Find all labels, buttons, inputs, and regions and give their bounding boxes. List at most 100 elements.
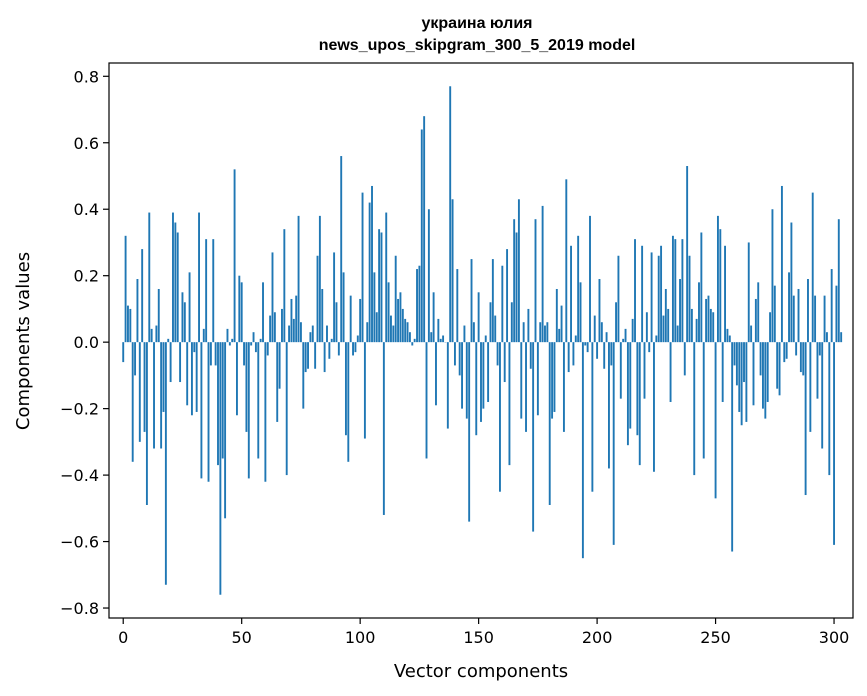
bar-161 (503, 342, 506, 383)
bar-216 (634, 239, 636, 343)
bar-27 (186, 342, 189, 406)
bar-62 (269, 315, 272, 343)
bar-137 (446, 342, 449, 429)
bar-226 (657, 255, 660, 343)
bar-167 (517, 199, 520, 343)
bar-134 (439, 338, 442, 343)
bar-198 (591, 342, 594, 492)
bar-182 (553, 342, 556, 412)
bar-233 (674, 239, 677, 343)
bar-229 (664, 288, 667, 343)
bar-285 (797, 288, 800, 343)
bar-235 (679, 279, 681, 343)
x-tick-label: 50 (232, 628, 252, 647)
bar-140 (453, 342, 456, 366)
bar-187 (565, 179, 568, 343)
bar-39 (214, 342, 217, 366)
bar-58 (259, 338, 262, 343)
bar-275 (773, 285, 776, 343)
bar-138 (449, 86, 452, 343)
bar-196 (586, 342, 589, 353)
bar-77 (304, 342, 307, 373)
bar-113 (390, 315, 392, 343)
y-axis-ticks: −0.8 −0.6 −0.4 −0.2 0.0 0.2 0.4 0.6 0.8 (60, 67, 109, 618)
bar-162 (506, 249, 509, 343)
bar-266 (752, 342, 755, 406)
bar-69 (285, 342, 288, 476)
bar-245 (702, 342, 705, 459)
bar-88 (330, 338, 333, 343)
y-tick-label: −0.6 (60, 533, 99, 552)
bar-164 (510, 302, 513, 343)
bar-63 (271, 252, 274, 343)
bar-120 (406, 322, 409, 343)
bar-171 (527, 308, 530, 343)
bar-0 (122, 342, 125, 363)
bar-218 (638, 342, 641, 466)
bar-274 (771, 209, 774, 343)
bar-73 (295, 295, 298, 343)
bar-70 (288, 325, 291, 343)
bar-301 (835, 285, 838, 343)
bar-32 (198, 212, 200, 343)
bar-259 (735, 342, 738, 386)
bar-292 (814, 295, 817, 343)
bar-12 (150, 328, 153, 343)
bar-15 (157, 288, 160, 343)
bar-118 (401, 308, 404, 343)
bar-303 (840, 332, 843, 343)
bar-165 (513, 219, 516, 343)
bar-232 (671, 235, 674, 343)
bar-108 (378, 229, 381, 343)
bar-170 (525, 342, 527, 432)
bar-5 (134, 342, 137, 376)
bar-56 (254, 342, 257, 353)
bar-98 (354, 342, 357, 353)
bar-28 (188, 272, 191, 343)
bar-34 (202, 328, 205, 343)
bar-168 (520, 342, 523, 419)
x-tick-label: 200 (582, 628, 613, 647)
bar-228 (662, 315, 665, 343)
bar-14 (155, 325, 158, 343)
bar-192 (577, 235, 580, 343)
bar-126 (420, 129, 423, 343)
bar-60 (264, 342, 267, 482)
bar-219 (641, 245, 644, 343)
bar-22 (174, 222, 177, 343)
bar-16 (160, 342, 163, 449)
bar-177 (541, 205, 544, 343)
bar-234 (676, 325, 679, 343)
bar-295 (821, 342, 824, 449)
x-tick-label: 250 (700, 628, 731, 647)
bar-83 (318, 215, 321, 343)
bar-106 (373, 272, 376, 343)
bar-297 (825, 332, 828, 343)
bar-142 (458, 342, 461, 376)
bar-53 (247, 342, 250, 479)
bar-86 (326, 325, 328, 343)
bar-201 (598, 279, 601, 343)
bar-82 (316, 255, 319, 343)
bar-157 (494, 315, 497, 343)
bar-78 (307, 342, 309, 369)
bar-256 (728, 335, 731, 343)
bar-116 (397, 298, 400, 343)
bar-203 (603, 342, 606, 369)
bar-270 (762, 342, 764, 409)
bar-163 (508, 342, 511, 466)
bar-17 (162, 342, 165, 412)
bar-75 (299, 322, 302, 343)
bar-89 (333, 252, 336, 343)
bar-102 (363, 342, 366, 439)
x-tick-label: 300 (819, 628, 850, 647)
bar-212 (624, 328, 627, 343)
bar-18 (164, 342, 167, 585)
y-tick-label: −0.2 (60, 400, 99, 419)
bar-173 (532, 342, 535, 532)
bar-175 (536, 342, 539, 416)
bar-189 (570, 245, 572, 343)
bar-59 (262, 282, 264, 343)
bar-176 (539, 322, 542, 343)
